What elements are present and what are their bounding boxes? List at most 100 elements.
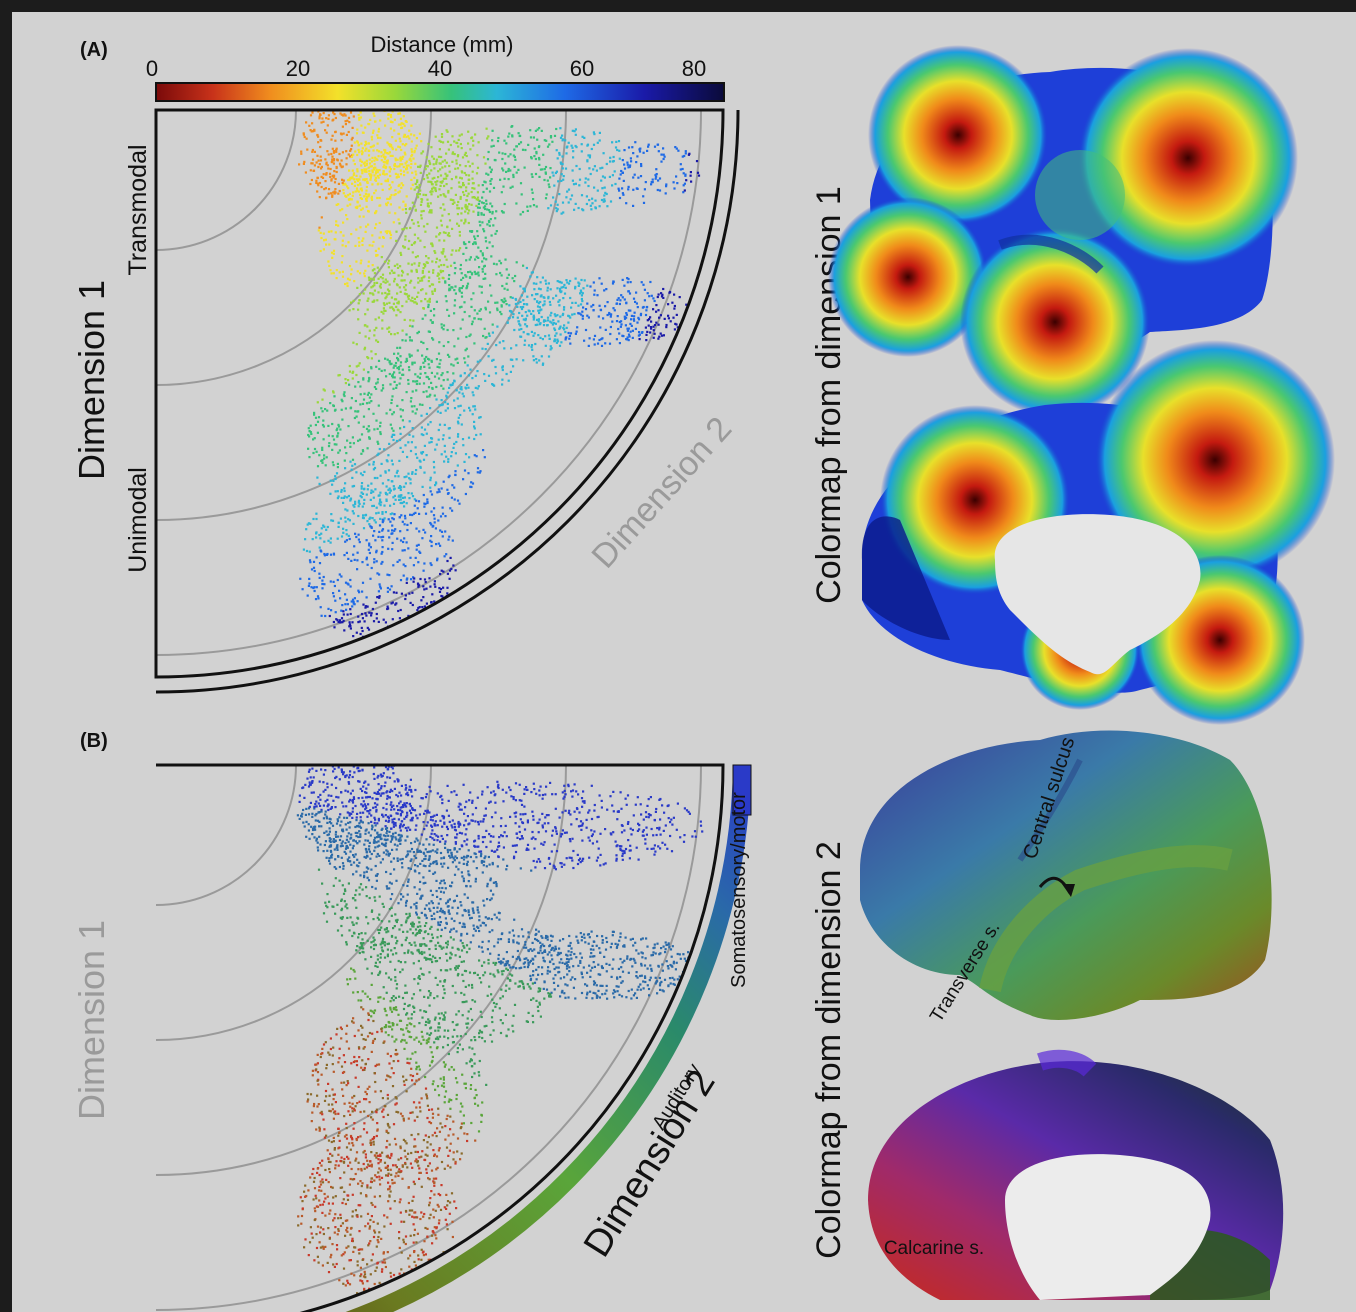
scatter-dot	[379, 861, 382, 864]
scatter-dot	[351, 762, 353, 764]
scatter-dot	[444, 295, 447, 298]
scatter-dot	[441, 814, 444, 818]
scatter-dot	[410, 178, 413, 181]
scatter-dot	[325, 131, 328, 134]
scatter-dot	[560, 212, 563, 215]
scatter-dot	[430, 169, 433, 172]
scatter-dot	[371, 517, 374, 520]
scatter-dot	[603, 289, 606, 292]
scatter-dot	[323, 188, 326, 191]
scatter-dot	[471, 320, 474, 323]
scatter-dot	[339, 112, 342, 115]
scatter-dot	[577, 304, 580, 307]
scatter-dot	[378, 502, 381, 505]
scatter-dot	[344, 120, 347, 123]
scatter-dot	[412, 923, 415, 926]
scatter-dot	[498, 836, 501, 839]
scatter-dot	[341, 244, 344, 247]
scatter-dot	[385, 826, 389, 830]
scatter-dot	[332, 162, 335, 165]
scatter-dot	[454, 841, 457, 844]
scatter-dot	[386, 230, 389, 233]
scatter-dot	[335, 223, 338, 226]
scatter-dot	[322, 817, 325, 820]
scatter-dot	[477, 256, 480, 259]
scatter-dot	[651, 178, 654, 181]
scatter-dot	[472, 292, 475, 295]
scatter-dot	[439, 174, 443, 177]
scatter-dot	[446, 391, 449, 394]
scatter-dot	[315, 181, 318, 184]
scatter-dot	[468, 334, 471, 338]
scatter-dot	[420, 277, 423, 280]
scatter-dot	[371, 264, 374, 267]
scatter-dot	[608, 313, 611, 316]
scatter-dot	[421, 288, 424, 291]
scatter-dot	[430, 510, 433, 513]
scatter-dot	[322, 232, 325, 235]
scatter-dot	[337, 432, 340, 435]
scatter-dot	[380, 159, 383, 162]
scatter-dot	[361, 756, 363, 758]
scatter-dot	[424, 531, 427, 534]
scatter-dot	[448, 436, 451, 439]
scatter-dot	[387, 488, 390, 491]
scatter-dot	[390, 827, 393, 830]
scatter-dot	[535, 318, 539, 321]
scatter-dot	[536, 323, 539, 326]
scatter-dot	[362, 398, 366, 401]
scatter-dot	[483, 230, 486, 233]
scatter-dot	[392, 518, 395, 521]
scatter-dot	[600, 344, 604, 347]
scatter-dot	[417, 224, 420, 228]
scatter-dot	[376, 169, 379, 172]
scatter-dot	[352, 797, 356, 800]
scatter-dot	[347, 882, 350, 885]
scatter-dot	[410, 263, 413, 266]
scatter-dot	[362, 292, 365, 295]
scatter-dot	[334, 139, 337, 142]
scatter-dot	[373, 896, 376, 899]
scatter-dot	[333, 866, 336, 869]
scatter-dot	[459, 263, 462, 267]
scatter-dot	[473, 405, 476, 408]
scatter-dot	[354, 899, 357, 902]
scatter-dot	[351, 621, 354, 624]
scatter-dot	[349, 850, 352, 853]
scatter-dot	[372, 144, 375, 147]
scatter-dot	[421, 150, 425, 153]
scatter-dot	[367, 380, 370, 383]
scatter-dot	[419, 164, 422, 167]
scatter-dot	[383, 369, 386, 372]
scatter-dot	[422, 178, 426, 181]
scatter-dot	[465, 863, 468, 866]
scatter-dot	[363, 348, 366, 351]
scatter-dot	[357, 237, 360, 240]
scatter-dot	[498, 259, 501, 262]
scatter-dot	[611, 141, 614, 144]
scatter-dot	[328, 243, 331, 246]
scatter-dot	[364, 144, 367, 147]
scatter-dot	[503, 347, 506, 350]
scatter-dot	[368, 378, 371, 381]
scatter-dot	[654, 850, 657, 853]
scatter-dot	[440, 404, 443, 407]
scatter-dot	[553, 313, 556, 316]
scatter-dot	[593, 165, 596, 168]
scatter-dot	[327, 188, 331, 191]
scatter-dot	[543, 300, 546, 303]
scatter-dot	[360, 169, 363, 172]
scatter-dot	[622, 193, 625, 196]
scatter-dot	[452, 329, 455, 332]
scatter-dot	[347, 859, 350, 863]
scatter-dot	[371, 131, 375, 134]
scatter-dot	[478, 915, 481, 918]
scatter-dot	[364, 313, 367, 316]
scatter-dot	[419, 616, 422, 619]
scatter-dot	[430, 437, 433, 440]
scatter-dot	[365, 753, 367, 755]
scatter-dot	[417, 196, 420, 199]
scatter-dot	[667, 314, 670, 317]
scatter-dot	[348, 169, 351, 172]
scatter-dot	[534, 157, 537, 161]
